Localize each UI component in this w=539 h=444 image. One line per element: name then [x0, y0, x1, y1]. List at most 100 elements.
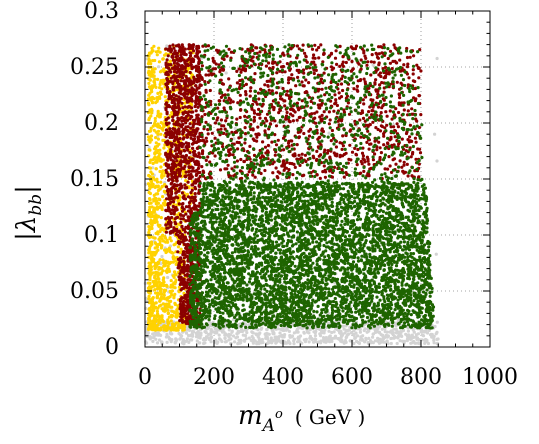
scatter-point — [395, 328, 398, 331]
scatter-point — [151, 223, 154, 226]
scatter-point — [275, 143, 278, 146]
scatter-point — [186, 299, 189, 302]
scatter-point — [175, 152, 178, 155]
scatter-point — [205, 91, 208, 94]
scatter-point — [148, 202, 151, 205]
scatter-point — [157, 47, 160, 50]
scatter-point — [242, 334, 245, 337]
scatter-point — [209, 89, 212, 92]
scatter-point — [254, 176, 257, 179]
scatter-point — [404, 333, 407, 336]
scatter-point — [165, 118, 168, 121]
scatter-point — [227, 335, 230, 338]
scatter-point — [168, 105, 171, 108]
scatter-point — [382, 132, 385, 135]
scatter-point — [186, 328, 189, 331]
scatter-point — [362, 170, 365, 173]
scatter-point — [184, 82, 187, 85]
scatter-point — [351, 68, 354, 71]
scatter-point — [195, 109, 198, 112]
scatter-point — [182, 128, 185, 131]
scatter-point — [197, 106, 200, 109]
scatter-point — [185, 171, 188, 174]
scatter-point — [286, 111, 289, 114]
scatter-point — [403, 161, 406, 164]
scatter-point — [244, 126, 247, 129]
scatter-point — [165, 269, 168, 272]
scatter-point — [369, 73, 372, 76]
scatter-point — [194, 131, 197, 134]
scatter-point — [148, 52, 151, 55]
scatter-point — [255, 136, 258, 139]
scatter-point — [290, 73, 293, 76]
scatter-point — [151, 101, 154, 104]
scatter-point — [165, 185, 168, 188]
scatter-point — [272, 331, 275, 334]
scatter-point — [192, 125, 195, 128]
scatter-point — [332, 110, 335, 113]
scatter-point — [169, 225, 172, 228]
scatter-point — [353, 337, 356, 340]
scatter-point — [195, 65, 198, 68]
scatter-point — [387, 57, 390, 60]
scatter-point — [435, 253, 438, 256]
scatter-point — [153, 332, 156, 335]
scatter-point — [171, 185, 174, 188]
scatter-point — [184, 219, 187, 222]
scatter-point — [253, 119, 256, 122]
scatter-point — [406, 65, 409, 68]
scatter-point — [186, 149, 189, 152]
scatter-point — [158, 299, 161, 302]
scatter-point — [334, 57, 337, 60]
scatter-point — [158, 152, 161, 155]
scatter-point — [177, 332, 180, 335]
scatter-point — [312, 341, 315, 344]
scatter-point — [319, 118, 322, 121]
scatter-point — [153, 129, 156, 132]
scatter-point — [173, 243, 176, 246]
scatter-point — [158, 198, 161, 201]
scatter-point — [165, 155, 168, 158]
scatter-point — [307, 81, 310, 84]
scatter-point — [310, 100, 313, 103]
scatter-point — [371, 181, 374, 184]
scatter-point — [159, 83, 162, 86]
scatter-point — [188, 201, 191, 204]
scatter-point — [203, 80, 206, 83]
scatter-point — [216, 107, 219, 110]
scatter-point — [173, 98, 176, 101]
scatter-point — [410, 155, 413, 158]
scatter-point — [150, 138, 153, 141]
scatter-point — [201, 150, 204, 153]
scatter-point — [267, 61, 270, 64]
scatter-point — [383, 76, 386, 79]
scatter-point — [170, 340, 173, 343]
scatter-point — [367, 110, 370, 113]
scatter-point — [153, 157, 156, 160]
scatter-point — [184, 213, 187, 216]
scatter-point — [366, 331, 369, 334]
scatter-point — [151, 285, 154, 288]
scatter-point — [222, 124, 225, 127]
scatter-point — [168, 156, 171, 159]
scatter-point — [356, 334, 359, 337]
scatter-point — [323, 329, 326, 332]
scatter-point — [172, 108, 175, 111]
scatter-point — [153, 74, 156, 77]
scatter-point — [167, 49, 170, 52]
scatter-point — [412, 79, 415, 82]
scatter-point — [200, 165, 203, 168]
scatter-point — [242, 160, 245, 163]
scatter-point — [174, 192, 177, 195]
scatter-point — [182, 156, 185, 159]
scatter-point — [179, 214, 182, 217]
scatter-point — [184, 97, 187, 100]
scatter-point — [287, 81, 290, 84]
scatter-point — [160, 272, 163, 275]
scatter-point — [400, 82, 403, 85]
scatter-point — [173, 171, 176, 174]
scatter-point — [181, 287, 184, 290]
scatter-point — [338, 97, 341, 100]
scatter-point — [321, 331, 324, 334]
scatter-point — [164, 289, 167, 292]
